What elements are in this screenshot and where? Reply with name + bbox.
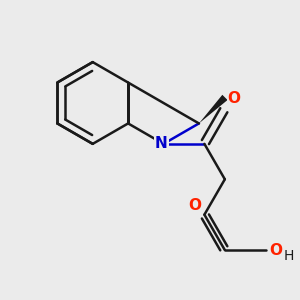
Polygon shape xyxy=(199,95,227,123)
Text: N: N xyxy=(155,136,168,151)
Text: H: H xyxy=(284,249,295,263)
Text: O: O xyxy=(269,243,282,258)
Text: O: O xyxy=(188,198,201,213)
Text: O: O xyxy=(227,92,240,106)
